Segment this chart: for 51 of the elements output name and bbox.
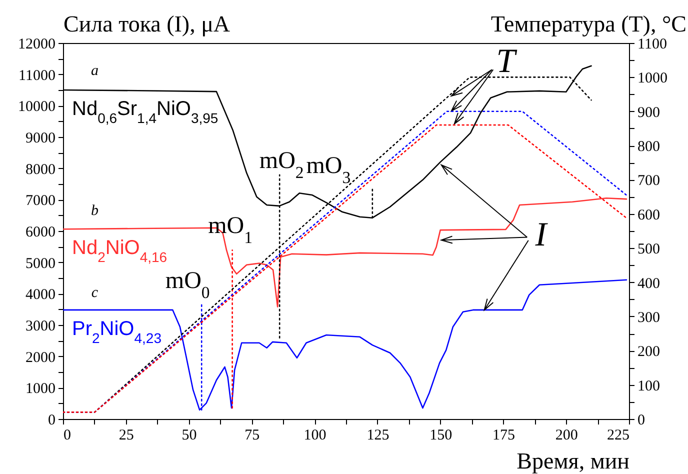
y2-axis-title: Температура (T), °C <box>490 12 686 36</box>
y-tick-label: 1000 <box>26 381 56 398</box>
y-tick-label: 11000 <box>18 68 56 84</box>
annotation: T <box>496 42 518 80</box>
x-tick-label: 75 <box>244 428 260 444</box>
y-tick-label: 3000 <box>26 318 56 334</box>
y2-tick-label: 1100 <box>638 36 667 52</box>
y2-tick-label: 100 <box>638 378 660 394</box>
y-tick-label: 8000 <box>26 162 56 178</box>
annotation: c <box>91 285 98 302</box>
series-label: Nd$_{2}$NiO$_{4,16}$ <box>72 237 168 266</box>
y-tick-label: 6000 <box>26 224 56 240</box>
y2-tick-label: 600 <box>638 207 660 224</box>
x-axis-title: Время, мин <box>516 448 630 474</box>
x-tick-label: 125 <box>366 428 390 444</box>
x-tick-label: 100 <box>304 428 326 444</box>
series-label: Pr$_{2}$NiO$_{4,23}$ <box>72 318 162 346</box>
y-tick-label: 10000 <box>18 99 56 116</box>
x-tick-label: 50 <box>182 428 197 444</box>
annotation: mO$_{3}$ <box>306 153 351 187</box>
y2-tick-label: 1000 <box>638 70 668 87</box>
y2-tick-label: 500 <box>638 242 660 258</box>
y2-tick-label: 300 <box>638 310 660 326</box>
x-tick-label: 175 <box>492 428 515 444</box>
x-tick-label: 200 <box>555 428 578 444</box>
y-tick-label: 9000 <box>26 130 56 146</box>
y2-tick-label: 0 <box>638 412 645 428</box>
annotation: b <box>90 203 99 220</box>
annotation: a <box>90 62 98 79</box>
y-tick-label: 7000 <box>26 193 56 210</box>
x-tick-label: 25 <box>118 428 134 444</box>
x-tick-label: 225 <box>607 428 630 444</box>
y-tick-label: 5000 <box>26 256 56 272</box>
y2-tick-label: 700 <box>638 173 660 190</box>
annotation: mO$_{1}$ <box>208 213 252 247</box>
series-label: Nd$_{0,6}$Sr$_{1,4}$NiO$_{3,95}$ <box>72 98 218 126</box>
annotation: mO$_{2}$ <box>259 148 304 182</box>
line-series <box>63 197 628 308</box>
y2-tick-label: 200 <box>638 344 660 360</box>
y2-tick-label: 800 <box>638 139 660 156</box>
y-tick-label: 2000 <box>26 350 56 366</box>
y-tick-label: 0 <box>48 412 56 428</box>
x-tick-label: 0 <box>64 428 71 444</box>
x-tick-label: 150 <box>430 428 452 444</box>
y2-tick-label: 900 <box>638 104 660 121</box>
annotation: I <box>534 216 548 254</box>
annotation: mO$_{0}$ <box>165 268 210 302</box>
y-tick-label: 4000 <box>26 287 56 304</box>
y2-tick-label: 400 <box>638 276 660 292</box>
y-axis-title: Сила тока (I), μA <box>64 12 230 36</box>
y-tick-label: 12000 <box>18 36 56 52</box>
